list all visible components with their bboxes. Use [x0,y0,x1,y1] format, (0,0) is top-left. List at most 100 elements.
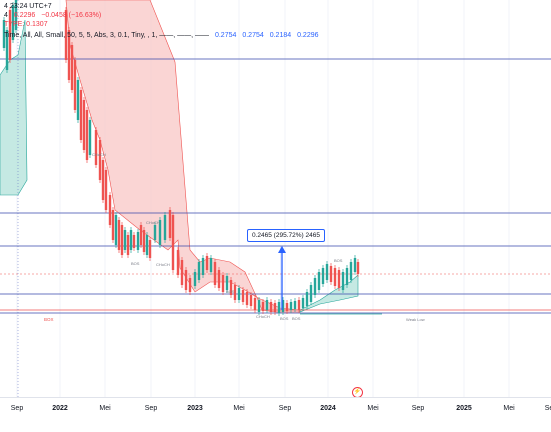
candle [309,285,313,302]
candle [153,225,157,240]
candle [213,262,217,285]
candle [353,258,357,272]
candle [193,272,197,286]
header-value: 4 [4,12,8,19]
time-tick: Mei [99,405,111,412]
time-tick: 2024 [320,405,336,412]
indicator-params: Time, All, All, Small, 50, 5, 5, Abs, 3,… [4,32,210,39]
candle [120,225,124,255]
candle [76,80,80,120]
time-tick: Sep [411,405,425,412]
candle [301,298,305,308]
candle [221,275,225,292]
candle [293,301,297,309]
indicator-legend[interactable]: Time, All, All, Small, 50, 5, 5, Abs, 3,… [4,31,323,40]
candle [225,276,229,290]
indicator-value-3: 0.2184 [269,32,292,39]
time-tick: Sep [144,405,158,412]
candle [305,292,309,306]
candle [273,303,277,312]
candle [345,268,349,285]
candle [129,230,133,250]
measure-arrow-head [278,246,286,253]
time-tick: Mei [233,405,245,412]
candle [209,258,213,272]
candle [197,262,201,280]
candle [104,170,108,210]
candle [261,302,265,311]
indicator-value-2: 0.2754 [242,32,264,39]
candle [85,110,89,160]
candle [349,262,353,280]
candle [82,100,86,150]
candle [229,280,233,295]
chart-area[interactable]: CHoCH BOS CHoCH CHoCH BOS CHoCH BOS BOS BOS Weak … [0,0,551,397]
candle [233,285,237,300]
time-axis[interactable]: Sep 2022 Mei Sep 2023 Mei Sep 2024 Mei Sep 2025 Mei… [0,397,551,432]
time-tick: Sep [278,405,292,412]
candle [136,232,140,250]
bull-zone-right [299,274,359,313]
candle [321,268,325,284]
candle [98,140,102,180]
candle [253,298,257,310]
candle [108,195,112,225]
candle [163,215,167,240]
candle [281,300,285,312]
structure-label: CHoCH [92,152,106,157]
candle [88,120,92,155]
candle [139,225,143,245]
header-line-1: 4 23:24 UTC+7 [4,2,56,11]
structure-label: BOS [131,261,140,266]
candle [241,290,245,302]
time-tick: 2025 [456,405,472,412]
structure-label: CHoCH [256,314,270,319]
candle [356,262,360,274]
candle [176,250,180,275]
box-label: BOX [44,317,54,322]
candle [14,0,18,30]
candle [269,302,273,312]
candle [148,240,152,258]
candle [142,230,146,252]
measure-label: 0.2465 (295.72%) 2465 [247,229,325,242]
candle [171,215,175,270]
candle [277,302,281,313]
time-tick: Mei [367,405,379,412]
candle [70,45,74,90]
candle [168,210,172,238]
candle [101,160,105,200]
candle [2,20,6,48]
time-tick: Se [544,405,551,412]
candle [145,235,149,255]
candle [73,60,77,110]
indicator-value-1: 0.2754 [214,32,237,39]
candle [184,270,188,290]
candle [205,256,209,270]
candle [117,220,121,250]
candle [132,235,136,248]
candle [249,295,253,306]
time-tick: 2022 [52,405,68,412]
header-change: −0.0458 (−16.63%) [41,12,102,19]
candle [67,30,71,80]
candle [217,270,221,288]
candle [237,288,241,300]
candle [126,235,130,255]
candle [257,300,261,312]
candle [11,5,15,40]
candle [313,278,317,295]
header-line-2: 4 0.2296 −0.0458 (−16.63%) [4,11,105,20]
structure-label: CHoCH [146,220,160,225]
candle [297,300,301,310]
candle [123,230,127,250]
candle [8,10,12,60]
candle [5,30,9,70]
lightning-icon[interactable]: ⚡ [352,387,363,397]
header-time: 4 23:24 UTC+7 [4,3,52,10]
header-close: 0.2296 [13,12,36,19]
indicator-value-4: 0.2296 [297,32,319,39]
candle [317,272,321,290]
candle [201,258,205,275]
